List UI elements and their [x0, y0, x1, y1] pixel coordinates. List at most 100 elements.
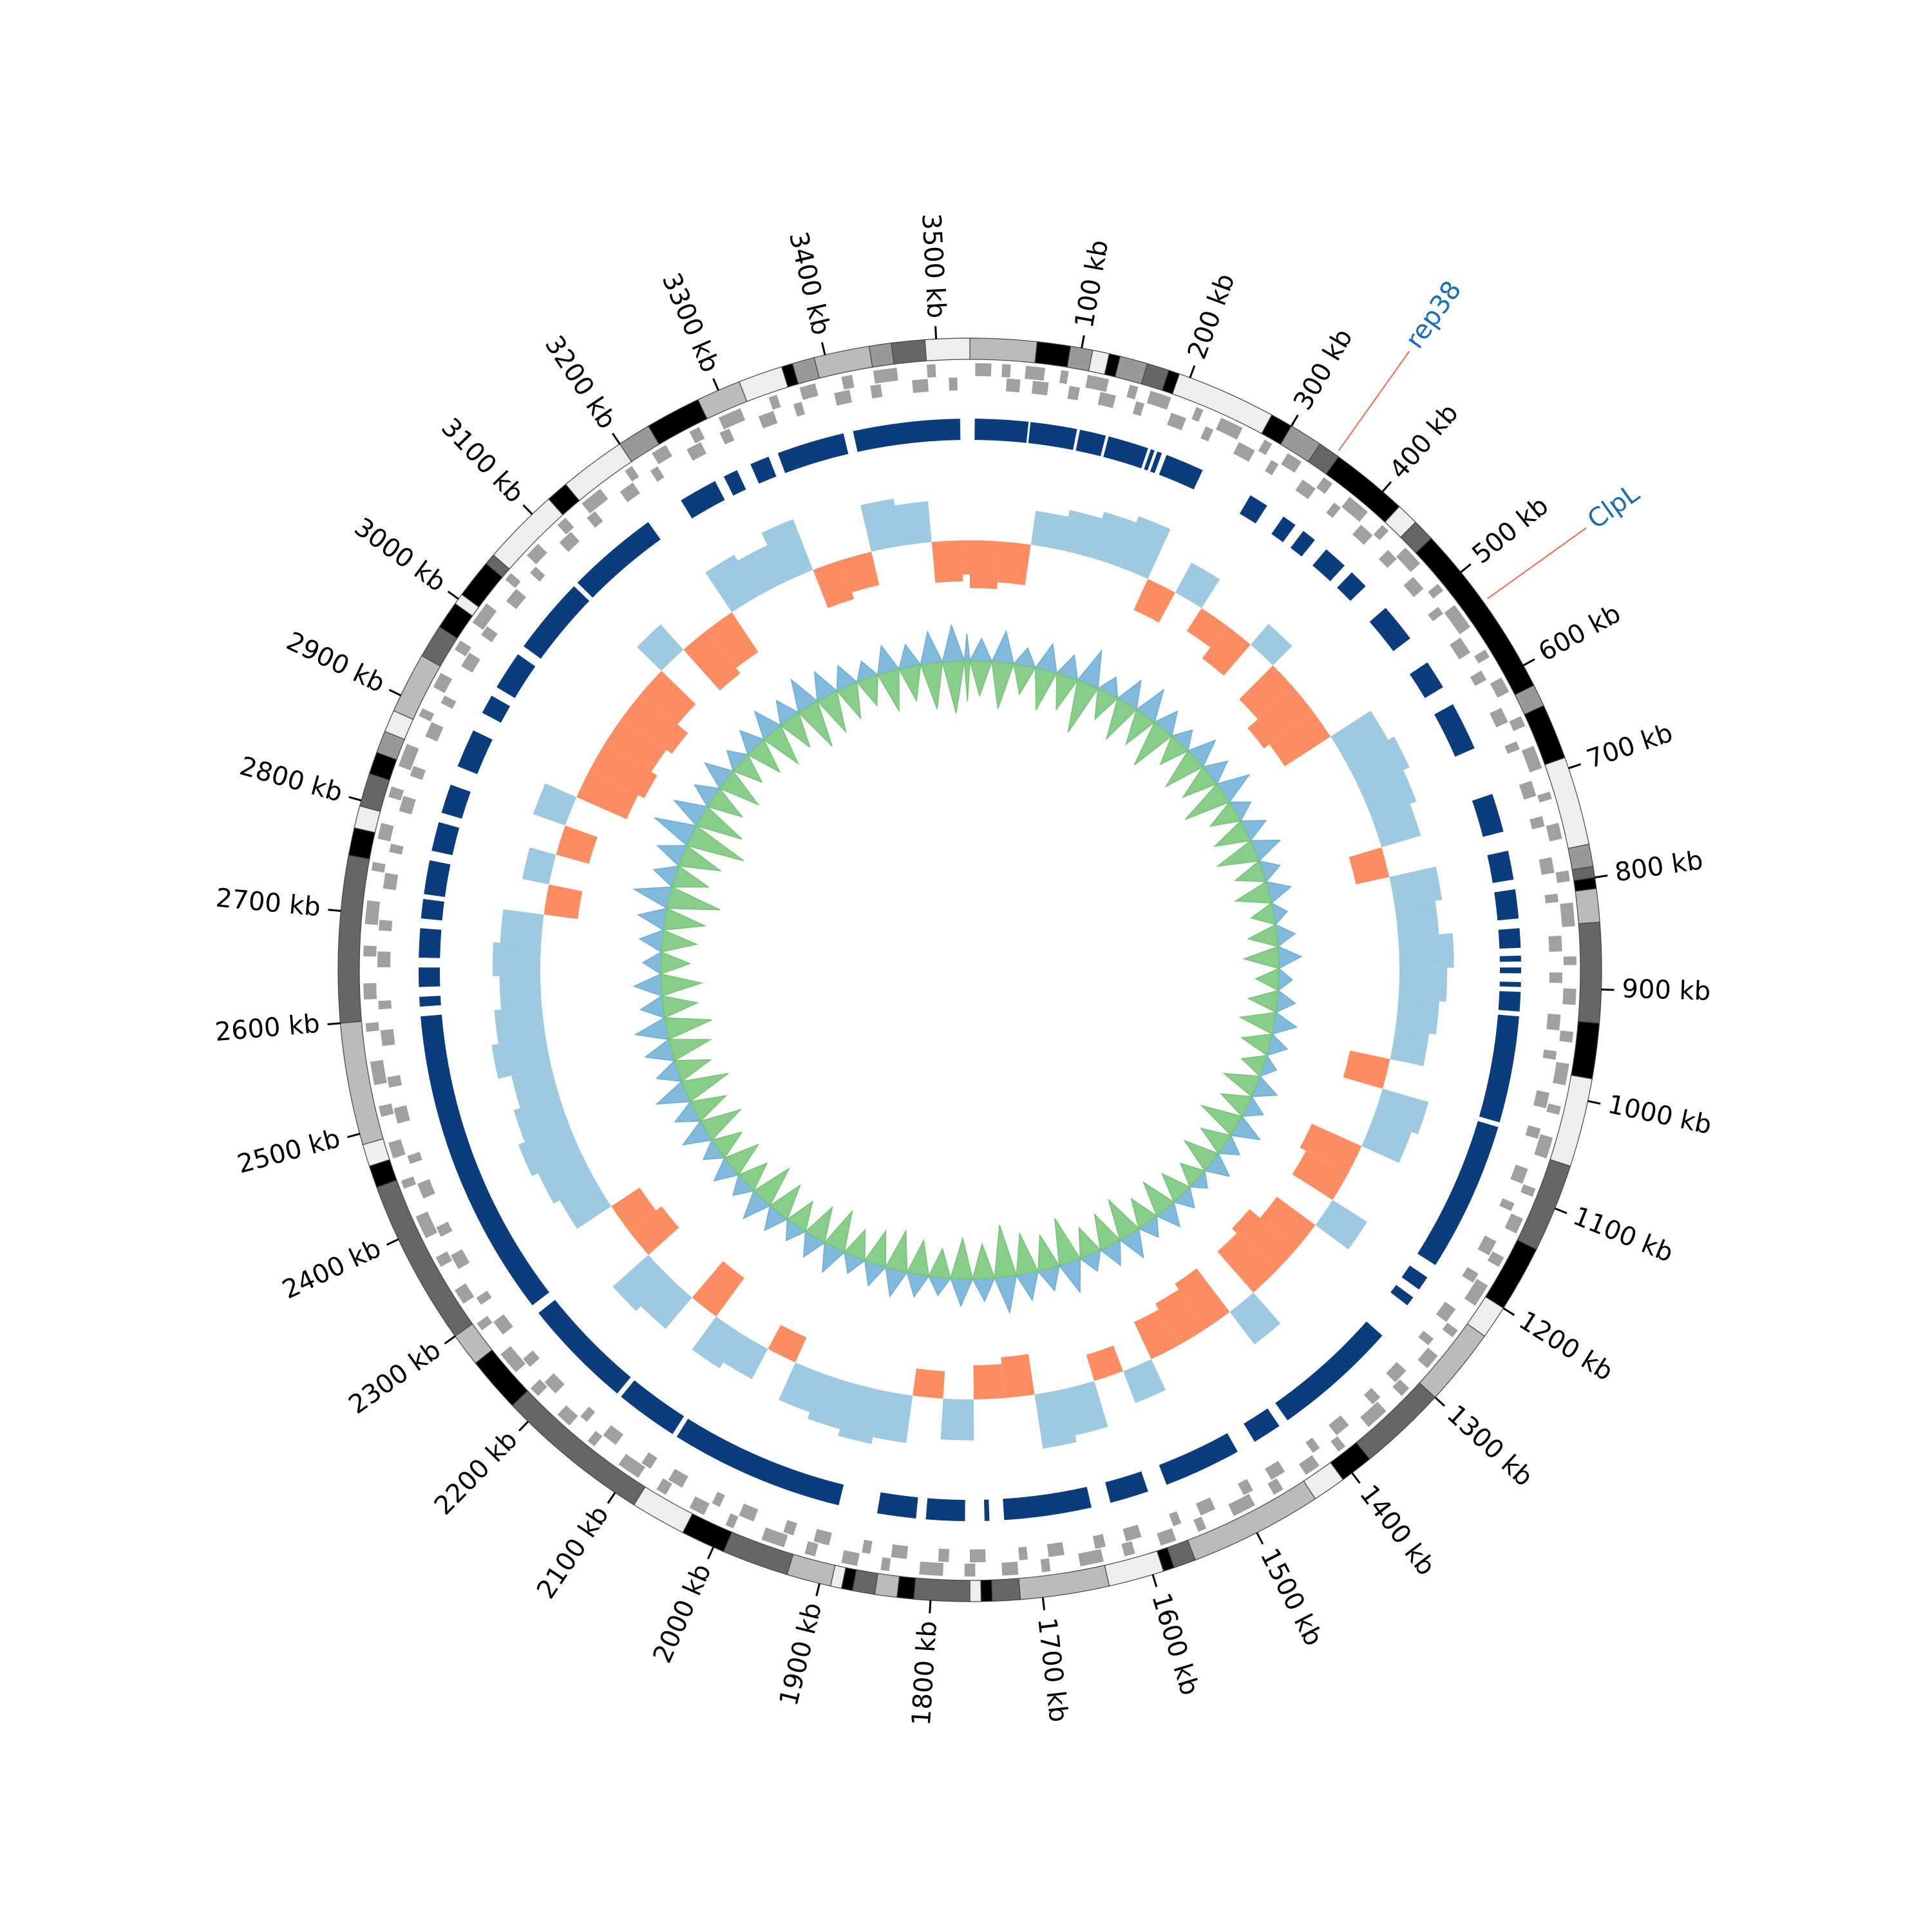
gene — [1352, 524, 1373, 545]
gene — [1519, 781, 1537, 800]
histogram-bar — [492, 942, 542, 976]
tick-mark — [447, 591, 459, 600]
gene — [1329, 1415, 1349, 1435]
block — [441, 784, 471, 819]
gene — [1238, 1479, 1253, 1495]
gene — [472, 603, 497, 630]
gene — [938, 1548, 949, 1562]
histogram-bar — [513, 1095, 569, 1142]
gene — [1265, 460, 1279, 475]
inner-spike — [1242, 945, 1280, 969]
block — [777, 433, 849, 473]
inner-spike — [1240, 1033, 1273, 1057]
gene — [450, 1249, 470, 1269]
gene — [1298, 1455, 1320, 1475]
block — [1003, 1486, 1092, 1520]
histogram-bar — [518, 1124, 582, 1177]
inner-spike — [797, 700, 833, 747]
histogram-bar — [1202, 625, 1251, 676]
gene — [1265, 1461, 1285, 1480]
gene — [377, 822, 394, 842]
ideogram-band — [969, 337, 1038, 364]
gene — [1146, 390, 1171, 410]
gene — [1078, 1549, 1104, 1567]
histogram-bar — [1155, 1289, 1205, 1346]
block — [1159, 1433, 1238, 1485]
gene — [603, 1425, 623, 1445]
ideogram-band — [891, 339, 927, 365]
inner-spike — [732, 753, 763, 783]
gene — [365, 1022, 379, 1032]
inner-spike — [747, 738, 781, 773]
histogram-bar — [895, 501, 932, 546]
gene — [1435, 1302, 1456, 1322]
inner-spike — [1200, 1127, 1232, 1155]
gene — [712, 1492, 725, 1507]
inner-spike — [660, 951, 692, 975]
inner-spike — [681, 1072, 729, 1103]
histogram-bar — [1133, 578, 1175, 623]
gene — [1428, 583, 1444, 599]
gene — [1546, 1014, 1561, 1030]
gene — [1228, 1493, 1255, 1517]
gene — [1392, 1379, 1410, 1396]
block — [925, 1498, 965, 1521]
gene — [1305, 1437, 1320, 1454]
histogram-bar — [970, 540, 1001, 589]
gene — [1490, 677, 1510, 698]
block — [1487, 850, 1514, 884]
inner-spike — [663, 1017, 712, 1041]
block — [1150, 451, 1162, 473]
gene — [1539, 857, 1555, 875]
gene — [388, 1139, 406, 1159]
histogram-bar — [737, 545, 785, 596]
gene — [641, 1452, 658, 1469]
tick-mark — [1189, 365, 1196, 379]
histogram-bar — [1086, 1345, 1124, 1381]
block — [424, 860, 451, 897]
gene — [401, 1176, 417, 1189]
block — [1159, 455, 1203, 490]
inner-spike — [1034, 667, 1057, 712]
histogram-bar — [1269, 711, 1331, 766]
tick-mark — [328, 909, 341, 912]
block — [1239, 495, 1267, 524]
inner-spike — [661, 995, 699, 1019]
inner-spike — [1238, 1012, 1277, 1035]
gene — [1418, 1331, 1434, 1345]
gene — [1562, 988, 1577, 1005]
histogram-bar — [589, 743, 658, 799]
gene — [880, 1557, 891, 1571]
gene — [689, 1496, 710, 1515]
annotation-line — [1487, 527, 1587, 600]
gene — [415, 1211, 438, 1238]
inner-spike — [1220, 1093, 1253, 1117]
histogram-bar — [1119, 516, 1171, 579]
block — [524, 586, 590, 659]
histogram-bar — [761, 519, 813, 582]
gene — [1533, 1090, 1549, 1108]
inner-spike — [906, 1238, 929, 1277]
gene — [891, 1544, 909, 1559]
gene — [841, 374, 855, 390]
inner-spike — [1105, 697, 1138, 741]
gene — [1316, 477, 1333, 494]
inner-spike — [1124, 708, 1156, 746]
inner-spike — [963, 660, 971, 702]
inner-spike — [719, 770, 760, 806]
block — [1103, 436, 1148, 469]
inner-spike — [779, 712, 811, 749]
histogram-bar — [1034, 1388, 1077, 1449]
gene — [1233, 442, 1255, 462]
gene — [1031, 381, 1049, 396]
gene — [970, 1549, 986, 1562]
gene — [389, 844, 404, 855]
gene — [1504, 1213, 1524, 1234]
inner-spike — [856, 674, 878, 707]
ideogram-band — [896, 1575, 916, 1600]
gene — [1462, 1267, 1479, 1283]
histogram-bar — [1389, 866, 1443, 907]
histogram-bar — [544, 884, 583, 919]
gene — [582, 488, 609, 514]
inner-spike — [762, 724, 800, 765]
